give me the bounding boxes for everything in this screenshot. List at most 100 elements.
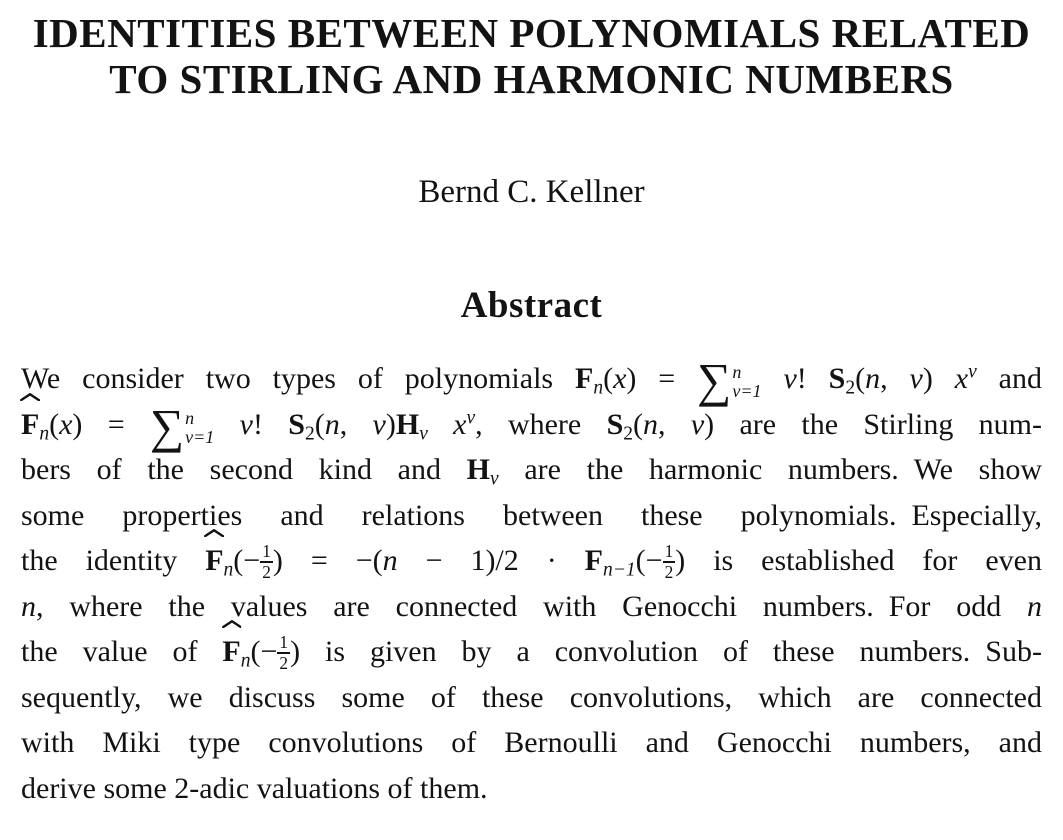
sigma-glyph: ∑ xyxy=(149,400,185,454)
text-run: n xyxy=(39,422,50,444)
text-run: bers of the second kind and xyxy=(21,453,467,486)
text-run: and xyxy=(976,362,1042,395)
text-run: n xyxy=(21,589,36,623)
text-run: ( xyxy=(49,407,60,441)
text-run: H xyxy=(395,407,420,441)
hat-base: F xyxy=(21,407,40,441)
paper-title: IDENTITIES BETWEEN POLYNOMIALS RELATED T… xyxy=(0,0,1063,102)
text-run: ( xyxy=(603,362,614,395)
text-run: n−1 xyxy=(602,559,636,581)
summation-symbol: ∑ n ν=1 xyxy=(150,403,214,451)
hat-accent-icon xyxy=(20,392,41,401)
text-run: n xyxy=(643,407,658,441)
text-run: ( xyxy=(855,362,866,395)
text-run: (− xyxy=(635,544,663,577)
fraction-denominator: 2 xyxy=(279,653,289,673)
text-run: ) xyxy=(704,407,715,441)
text-run: 2 xyxy=(845,377,856,399)
text-run: are the Stirling num- xyxy=(714,407,1042,441)
text-run: (− xyxy=(250,635,278,668)
text-run: − 1)/2 · xyxy=(397,544,585,577)
fraction-numerator: 1 xyxy=(277,632,291,654)
text-run: , where the values are connected with Ge… xyxy=(36,589,1027,623)
text-run: ) is given by a convolution of these num… xyxy=(290,635,1042,668)
text-run: with Miki type convolutions of Bernoulli… xyxy=(21,726,1042,759)
summation-upper-limit: n xyxy=(732,362,742,383)
text-run: ) = xyxy=(626,362,698,395)
text-run: S xyxy=(828,362,846,395)
text-run: 2 xyxy=(304,422,315,444)
text-run: ) = −( xyxy=(272,544,383,577)
summation-upper-limit: n xyxy=(185,407,195,428)
text-run: ν xyxy=(239,407,253,441)
text-run: x xyxy=(613,362,627,395)
abstract-line: derive some 2-adic valuations of them. xyxy=(21,766,1042,812)
sigma-glyph: ∑ xyxy=(697,354,732,408)
abstract-line: sequently, we discuss some of these conv… xyxy=(21,675,1042,721)
text-run: n xyxy=(223,559,234,581)
text-run: , xyxy=(339,407,373,441)
abstract-body: We consider two types of polynomials Fn(… xyxy=(20,356,1042,812)
text-run: ( xyxy=(633,407,643,441)
text-run: ν xyxy=(690,407,705,441)
abstract-line: Fn(x) = ∑ n ν=1 ν! S2(n, ν)Hν xν, where S2… xyxy=(20,392,1042,451)
fraction-numerator: 1 xyxy=(260,541,273,563)
text-run: (− xyxy=(233,544,261,577)
abstract-line: with Miki type convolutions of Bernoulli… xyxy=(21,720,1042,766)
summation-lower-limit: ν=1 xyxy=(732,381,762,401)
text-run: ) xyxy=(922,362,955,395)
text-run: , xyxy=(880,362,910,395)
summation-symbol: ∑ n ν=1 xyxy=(697,357,761,405)
hat-accent-icon xyxy=(221,620,242,629)
abstract-line: n, where the values are connected with G… xyxy=(21,584,1042,630)
text-run: ) = xyxy=(72,407,150,441)
text-run: n xyxy=(382,544,398,577)
summation-lower-limit: ν=1 xyxy=(185,426,215,447)
text-run: S xyxy=(606,407,624,441)
text-run: are the harmonic numbers. We show xyxy=(498,453,1042,486)
text-run: ) xyxy=(385,407,396,441)
wide-hat-symbol: F xyxy=(204,529,225,584)
text-run: n xyxy=(324,407,340,441)
abstract-line: bers of the second kind and Hν are the h… xyxy=(21,447,1042,493)
text-run: x xyxy=(954,362,969,395)
text-run: 2 xyxy=(623,422,633,444)
text-run: F xyxy=(575,362,594,395)
text-run: n xyxy=(593,377,604,399)
text-run: n xyxy=(240,650,251,672)
text-run: ν xyxy=(419,422,428,444)
wide-hat-symbol: F xyxy=(221,620,242,675)
text-run: n xyxy=(865,362,881,395)
text-run: the value of xyxy=(21,635,223,668)
text-run: the identity xyxy=(21,544,206,577)
text-run: , where xyxy=(475,407,607,441)
abstract-line: the identity Fn(− 1 2) = −(n − 1)/2 · Fn−1… xyxy=(21,529,1042,584)
text-run: ν xyxy=(783,362,797,395)
text-run: ν xyxy=(909,362,923,395)
text-run xyxy=(214,408,239,441)
abstract-line: We consider two types of polynomials Fn(… xyxy=(21,356,1042,405)
text-run: n xyxy=(1027,589,1042,623)
text-run: F xyxy=(584,544,603,577)
text-run: H xyxy=(466,453,490,486)
fraction-denominator: 2 xyxy=(262,562,271,582)
text-run: ( xyxy=(314,407,325,441)
hat-base: F xyxy=(205,544,224,577)
hat-accent-icon xyxy=(204,529,225,538)
text-run: ! xyxy=(796,362,829,395)
text-run: x xyxy=(453,407,467,441)
text-run xyxy=(762,362,784,395)
text-run: ) is established for even xyxy=(675,544,1042,577)
abstract-line: some properties and relations between th… xyxy=(21,493,1042,539)
abstract-line: the value of Fn(− 1 2) is given by a convo… xyxy=(21,620,1042,675)
wide-hat-symbol: F xyxy=(20,392,41,448)
author-name: Bernd C. Kellner xyxy=(418,174,645,210)
text-run: derive some 2-adic valuations of them. xyxy=(21,771,488,805)
summation-limits: n ν=1 xyxy=(732,363,761,401)
text-run: sequently, we discuss some of these conv… xyxy=(21,680,1042,714)
text-run: ν xyxy=(968,361,977,383)
